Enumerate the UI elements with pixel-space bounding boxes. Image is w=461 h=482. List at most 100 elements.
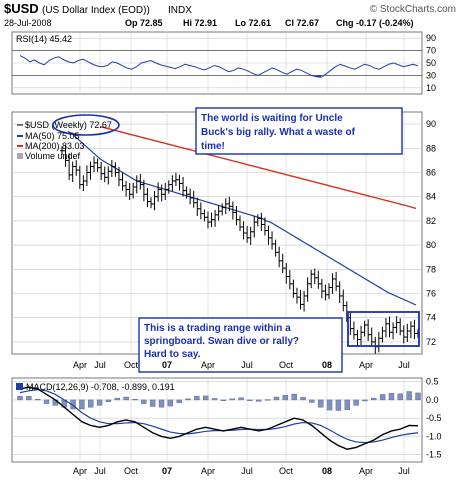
macd-hist-bar-10 <box>105 399 112 402</box>
quote-high: Hi 72.91 <box>183 18 217 28</box>
macd-hist-bar-30 <box>282 394 289 401</box>
macd-hist-bar-39 <box>362 399 368 402</box>
macd-hist-bar-28 <box>264 399 271 401</box>
macd-line <box>19 386 419 450</box>
macd-hist-bar-42 <box>388 393 395 401</box>
x-label-bottom-0: Apr <box>73 466 87 476</box>
price-tick-7: 76 <box>426 289 436 299</box>
macd-hist-bar-34 <box>318 399 324 408</box>
rsi-label: RSI(14) 45.42 <box>16 34 72 44</box>
exchange-label: INDX <box>168 5 192 16</box>
macd-hist-bar-36 <box>335 399 342 411</box>
symbol-label: $USD <box>4 1 39 16</box>
macd-hist-bar-43 <box>397 393 404 401</box>
x-label-bottom-1: Jul <box>94 466 106 476</box>
macd-hist-bar-11 <box>114 397 120 401</box>
macd-label: MACD(12,26,9) -0.708, -0.899, 0.191 <box>26 382 175 392</box>
macd-tick-4: -1.5 <box>426 450 442 460</box>
rsi-ticks: 90 70 50 30 10 <box>426 33 436 93</box>
price-panel: 90 88 86 84 82 80 78 76 74 72 $USD (Weekly) 72.67… <box>11 107 436 373</box>
price-tick-6: 78 <box>426 264 436 274</box>
macd-hist-bar-41 <box>379 394 386 401</box>
macd-hist-bar-12 <box>123 396 129 401</box>
macd-panel: MACD(12,26,9) -0.708, -0.899, 0.191 0.50… <box>11 377 442 463</box>
quote-close: Cl 72.67 <box>285 18 319 28</box>
macd-hist-bar-33 <box>309 399 315 403</box>
x-label-8: Apr <box>359 360 373 370</box>
watermark: © StockCharts.com <box>370 4 456 15</box>
price-bars <box>60 145 420 354</box>
rsi-tick-4: 10 <box>426 83 436 93</box>
macd-hist-bar-38 <box>353 399 359 406</box>
price-tick-9: 72 <box>426 337 436 347</box>
macd-hist-bar-0 <box>17 396 23 401</box>
macd-hist-bar-21 <box>203 395 209 401</box>
macd-tick-0: 0.5 <box>426 377 439 387</box>
macd-legend-swatch <box>16 383 23 390</box>
macd-hist-bar-32 <box>300 397 306 401</box>
x-label-bottom-8: Apr <box>359 466 373 476</box>
price-legend: $USD (Weekly) 72.67 MA(50) 75.05 MA(200)… <box>17 114 120 161</box>
annotation-bottom: This is a trading range within a springb… <box>138 317 343 373</box>
annotation-top-line-3: time! <box>201 141 225 152</box>
macd-tick-3: -1.0 <box>426 431 442 441</box>
x-label-1: Jul <box>94 360 106 370</box>
macd-grid <box>12 378 422 462</box>
macd-hist-bar-7 <box>79 399 85 410</box>
macd-hist-bar-24 <box>229 398 235 401</box>
annotation-top: The world is waiting for Uncle Buck's bi… <box>195 107 403 155</box>
macd-hist-bar-40 <box>371 397 377 401</box>
annotation-bottom-text: This is a trading range within a springb… <box>144 323 302 360</box>
macd-hist-bar-17 <box>167 399 174 407</box>
annotation-bottom-line-3: Hard to say. <box>144 349 201 360</box>
quote-low: Lo 72.61 <box>235 18 271 28</box>
macd-hist-bar-22 <box>211 398 218 401</box>
annotation-bottom-line-1: This is a trading range within a <box>144 323 291 334</box>
macd-hist-bar-18 <box>176 399 182 404</box>
x-label-bottom-3: 07 <box>162 466 172 476</box>
macd-hist-bar-1 <box>26 396 32 401</box>
macd-hist-bar-23 <box>220 399 227 401</box>
macd-hist-bar-2 <box>34 398 41 401</box>
macd-hist-bar-25 <box>238 397 244 401</box>
x-label-bottom-5: Jul <box>241 466 253 476</box>
macd-hist-bar-19 <box>185 398 191 401</box>
macd-hist-bar-15 <box>149 399 156 407</box>
x-label-bottom-2: Oct <box>124 466 139 476</box>
index-name: (US Dollar Index (EOD)) <box>42 5 150 16</box>
macd-hist-bar-29 <box>273 396 280 401</box>
rsi-tick-3: 30 <box>426 70 436 80</box>
annotation-top-box <box>195 107 403 155</box>
macd-hist-bar-9 <box>96 399 103 406</box>
macd-hist-bar-16 <box>158 399 165 408</box>
price-tick-2: 86 <box>426 168 436 178</box>
ma200-line <box>99 125 417 210</box>
x-label-9: Jul <box>398 360 410 370</box>
weekly-highlight-circle <box>52 114 120 136</box>
macd-hist-bar-20 <box>194 396 200 401</box>
annotation-top-line-2: Buck's big rally. What a waste of <box>201 127 356 138</box>
x-label-4: Apr <box>201 360 215 370</box>
macd-hist-bar-8 <box>88 399 94 408</box>
x-axis-labels: Apr Apr Jul Jul Oct Oct 07 07 Apr Apr Jul Jul Oct Oct… <box>73 360 410 476</box>
trading-range-box <box>347 311 420 347</box>
macd-hist-bar-14 <box>141 399 147 404</box>
rsi-threshold-lines <box>12 50 422 76</box>
annotation-bottom-line-2: springboard. Swan dive or rally? <box>144 336 299 347</box>
macd-hist-bar-26 <box>247 399 253 401</box>
legend-volume-swatch <box>17 153 23 159</box>
macd-hist-bar-45 <box>415 392 421 401</box>
price-ticks: 90 88 86 84 82 80 78 76 74 72 <box>426 119 436 347</box>
annotation-top-line-1: The world is waiting for Uncle <box>201 113 343 124</box>
macd-hist-bar-13 <box>132 398 138 401</box>
x-label-bottom-7: 08 <box>322 466 332 476</box>
rsi-tick-2: 50 <box>426 58 436 68</box>
annotation-bottom-box <box>138 317 343 373</box>
quote-change: Chg -0.17 (-0.24%) <box>336 18 414 28</box>
ma50-line <box>67 130 417 306</box>
legend-volume: Volume undef <box>25 151 81 161</box>
x-label-2: Oct <box>124 360 139 370</box>
x-label-7: 08 <box>322 360 332 370</box>
legend-price: $USD (Weekly) 72.67 <box>25 120 112 130</box>
